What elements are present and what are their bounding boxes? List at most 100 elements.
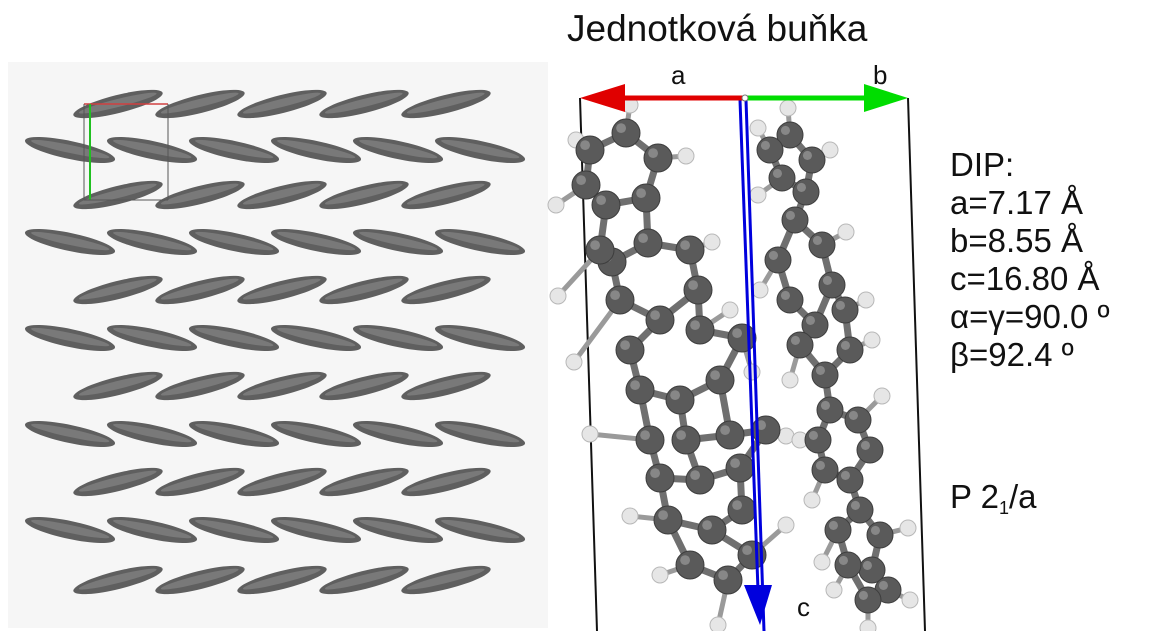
packing-molecule-highlight [113, 231, 192, 251]
atom-highlight [720, 425, 730, 435]
carbon-atom [605, 285, 635, 315]
atom-highlight [780, 290, 790, 301]
atom-highlight [785, 210, 795, 220]
carbon-atom [705, 365, 735, 395]
packing-molecule-highlight [160, 278, 239, 300]
packing-molecule-highlight [441, 231, 520, 251]
atom-highlight [640, 430, 650, 440]
packing-molecule-highlight [277, 423, 356, 443]
packing-molecule-highlight [113, 423, 192, 443]
carbon-atom [831, 296, 859, 324]
packing-molecule-highlight [324, 92, 403, 114]
packing-molecule-highlight [277, 327, 356, 347]
packing-molecule-highlight [78, 568, 157, 590]
atom-highlight [576, 175, 586, 186]
atom-highlight [648, 148, 658, 159]
atom-highlight [822, 275, 832, 286]
carbon-atom [571, 170, 601, 200]
hydrogen-atom [565, 353, 583, 371]
hydrogen-atom [857, 291, 875, 309]
atom-highlight [790, 335, 800, 346]
hydrogen-atom [781, 371, 799, 389]
carbon-atom [645, 463, 675, 493]
carbon-atom [844, 406, 872, 434]
atom-highlight [815, 365, 825, 376]
carbon-atom [846, 496, 874, 524]
hydrogen-atom [777, 516, 795, 534]
packing-molecule-highlight [195, 139, 274, 159]
atom-highlight [828, 520, 838, 530]
carbon-atom [653, 505, 683, 535]
compound-name: DIP: [950, 146, 1015, 183]
atom-highlight [580, 140, 590, 151]
carbon-atom [727, 495, 757, 525]
packing-molecule-highlight [324, 374, 403, 396]
diagram-title: Jednotková buňka [567, 8, 868, 49]
carbon-atom [836, 466, 864, 494]
packing-molecule-highlight [31, 519, 110, 539]
space-group-prefix: P 2 [950, 478, 999, 515]
atom-highlight [805, 315, 815, 326]
carbon-atom [786, 331, 814, 359]
carbon-atom [776, 286, 804, 314]
hydrogen-atom [821, 141, 839, 159]
atom-highlight [802, 150, 812, 160]
atom-highlight [650, 310, 660, 320]
packing-molecule-highlight [195, 231, 274, 251]
carbon-atom [625, 375, 655, 405]
packing-molecule-highlight [324, 278, 403, 300]
atom-highlight [718, 570, 728, 580]
carbon-atom [643, 143, 673, 173]
hydrogen-atom [703, 233, 721, 251]
carbon-atom [713, 565, 743, 595]
carbon-atom [818, 271, 846, 299]
packing-molecule-highlight [160, 183, 239, 205]
carbon-atom [665, 385, 695, 415]
carbon-atom [834, 551, 862, 579]
atom-highlight [870, 525, 880, 535]
carbon-atom [727, 323, 757, 353]
carbon-atom [768, 164, 796, 192]
packing-molecule-highlight [113, 139, 192, 159]
packing-molecule-highlight [31, 231, 110, 251]
atom-highlight [676, 430, 686, 440]
param-c: c=16.80 Å [950, 260, 1100, 297]
packing-molecule-highlight [78, 183, 157, 205]
carbon-atom [683, 275, 713, 305]
atom-highlight [812, 235, 822, 245]
packing-molecule-highlight [195, 327, 274, 347]
packing-molecule-highlight [113, 327, 192, 347]
c-axis-arrow [738, 99, 772, 631]
atom-highlight [610, 290, 620, 300]
packing-molecule-highlight [406, 278, 485, 300]
hydrogen-atom [749, 119, 767, 137]
packing-molecule-highlight [406, 470, 485, 492]
carbon-atom [764, 246, 792, 274]
atom-highlight [760, 140, 770, 150]
packing-molecule-highlight [160, 92, 239, 114]
carbon-atom [675, 235, 705, 265]
packing-molecule-highlight [242, 278, 321, 300]
space-group-subscript: 1 [998, 498, 1009, 518]
packing-molecule-highlight [359, 139, 438, 159]
carbon-atom [575, 135, 605, 165]
dip-molecule-front [547, 96, 795, 631]
atom-highlight [732, 328, 742, 338]
packing-molecule-highlight [359, 231, 438, 251]
carbon-atom [856, 436, 884, 464]
carbon-atom [804, 426, 832, 454]
packing-molecule-highlight [78, 92, 157, 114]
packing-molecule-highlight [160, 568, 239, 590]
hydrogen-atom [581, 425, 599, 443]
carbon-atom [675, 550, 705, 580]
atom-highlight [848, 410, 858, 421]
carbon-atom [792, 178, 820, 206]
atom-highlight [820, 400, 830, 411]
hydrogen-atom [813, 553, 831, 571]
atom-highlight [742, 545, 752, 555]
packing-molecule-highlight [78, 278, 157, 300]
packing-molecule-highlight [195, 423, 274, 443]
packing-molecule-highlight [359, 519, 438, 539]
